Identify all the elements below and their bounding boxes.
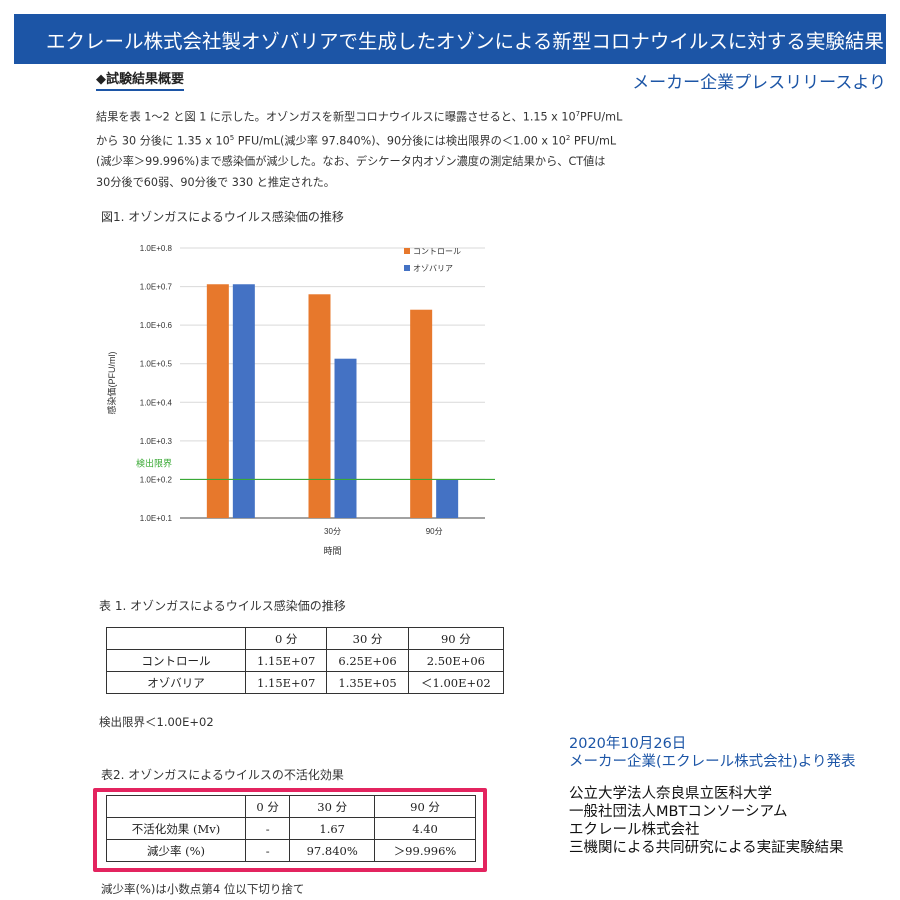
page-banner: エクレール株式会社製オゾバリアで生成したオゾンによる新型コロナウイルスに対する実…: [14, 14, 886, 64]
table-header-cell: 90 分: [407, 627, 505, 650]
table-cell: 1.15E+07: [244, 649, 328, 672]
table-header-row: 0 分 30 分 90 分: [106, 627, 505, 650]
y-tick-label: 1.0E+0.2: [140, 475, 173, 484]
table-cell: オゾバリア: [106, 671, 246, 694]
legend-label: オゾバリア: [413, 264, 453, 273]
table1-caption: 表 1. オゾンガスによるウイルス感染価の推移: [99, 599, 346, 613]
table2-caption: 表2. オゾンガスによるウイルスの不活化効果: [101, 768, 344, 782]
summary-paragraph: 結果を表 1〜2 と図 1 に示した。オゾンガスを新型コロナウイルスに曝露させる…: [96, 104, 696, 193]
table-cell: 1.15E+07: [244, 671, 328, 694]
table-cell: ＞99.996%: [374, 839, 476, 862]
bar-control: [410, 309, 433, 518]
table-cell: 97.840%: [289, 839, 376, 862]
detection-limit-label: 検出限界: [136, 457, 172, 468]
page-title: エクレール株式会社製オゾバリアで生成したオゾンによる新型コロナウイルスに対する実…: [46, 29, 884, 53]
y-axis-label: 感染価(PFU/ml): [106, 352, 117, 415]
bar-control: [308, 294, 331, 518]
announcement-block: 2020年10月26日 メーカー企業(エクレール株式会社)より発表 公立大学法人…: [569, 735, 856, 857]
summary-line-3: (減少率＞99.996%)まで感染価が減少した。なお、デシケータ内オゾン濃度の測…: [96, 155, 606, 169]
table-cell: 1.67: [289, 817, 376, 840]
bar-control: [206, 284, 229, 518]
bar-ozobarrier: [334, 358, 357, 518]
x-tick-label: 30分: [324, 527, 341, 536]
y-tick-label: 1.0E+0.7: [140, 283, 173, 292]
summary-line-1: 結果を表 1〜2 と図 1 に示した。オゾンガスを新型コロナウイルスに曝露させる…: [96, 110, 623, 124]
table-cell: 4.40: [374, 817, 476, 840]
table-cell: 不活化効果 (Mv): [106, 817, 246, 840]
table-row: 不活化効果 (Mv) - 1.67 4.40: [106, 817, 476, 840]
legend-swatch: [404, 265, 410, 271]
announcement-date: 2020年10月26日: [569, 736, 687, 752]
table-header-cell: [106, 627, 246, 650]
detection-limit-note: 検出限界＜1.00E+02: [99, 715, 214, 729]
table-cell: コントロール: [106, 649, 246, 672]
y-tick-label: 1.0E+0.4: [140, 398, 173, 407]
infectivity-bar-chart: 1.0E+0.1 1.0E+0.2 1.0E+0.3 1.0E+0.4 1.0E+0.5…: [106, 244, 495, 556]
table2: 0 分 30 分 90 分 不活化効果 (Mv) - 1.67 4.40 減少率…: [106, 795, 476, 862]
y-tick-label: 1.0E+0.1: [140, 514, 173, 523]
announcement-publisher: メーカー企業(エクレール株式会社)より発表: [569, 754, 856, 770]
rounding-note: 減少率(%)は小数点第4 位以下切り捨て: [101, 882, 305, 896]
x-tick-label: 90分: [426, 527, 443, 536]
y-tick-label: 1.0E+0.3: [140, 437, 173, 446]
legend-label: コントロール: [413, 247, 461, 256]
table-cell: 1.35E+05: [326, 671, 409, 694]
y-tick-label: 1.0E+0.6: [140, 321, 173, 330]
table-row: コントロール 1.15E+07 6.25E+06 2.50E+06: [106, 649, 505, 672]
table-header-cell: 0 分: [244, 627, 328, 650]
organization-2: 一般社団法人MBTコンソーシアム: [569, 804, 788, 820]
figure-caption: 図1. オゾンガスによるウイルス感染価の推移: [101, 210, 344, 224]
table-header-cell: 30 分: [326, 627, 409, 650]
summary-line-2: から 30 分後に 1.35 x 105 PFU/mL(減少率 97.840%)…: [96, 133, 617, 148]
summary-line-4: 30分後で60弱、90分後で 330 と推定された。: [96, 176, 335, 190]
table-row: 減少率 (%) - 97.840% ＞99.996%: [106, 839, 476, 862]
table-row: オゾバリア 1.15E+07 1.35E+05 ＜1.00E+02: [106, 671, 505, 694]
table-cell: -: [244, 839, 291, 862]
y-tick-label: 1.0E+0.8: [140, 244, 173, 253]
y-tick-label: 1.0E+0.5: [140, 360, 173, 369]
table2-highlight-frame: [93, 788, 487, 872]
table-cell: 6.25E+06: [326, 649, 409, 672]
organization-3: エクレール株式会社: [569, 822, 700, 838]
organization-1: 公立大学法人奈良県立医科大学: [569, 786, 772, 802]
table-cell: 2.50E+06: [407, 649, 505, 672]
press-release-note: メーカー企業プレスリリースより: [632, 73, 886, 93]
x-axis-label: 時間: [323, 546, 341, 556]
table1: 0 分 30 分 90 分 コントロール 1.15E+07 6.25E+06 2…: [106, 627, 505, 694]
study-result-note: 三機関による共同研究による実証実験結果: [569, 840, 844, 856]
legend-swatch: [404, 248, 410, 254]
bar-ozobarrier: [232, 284, 255, 518]
bar-ozobarrier: [436, 479, 459, 518]
table-cell: ＜1.00E+02: [407, 671, 505, 694]
summary-heading: ◆試験結果概要: [96, 68, 184, 91]
